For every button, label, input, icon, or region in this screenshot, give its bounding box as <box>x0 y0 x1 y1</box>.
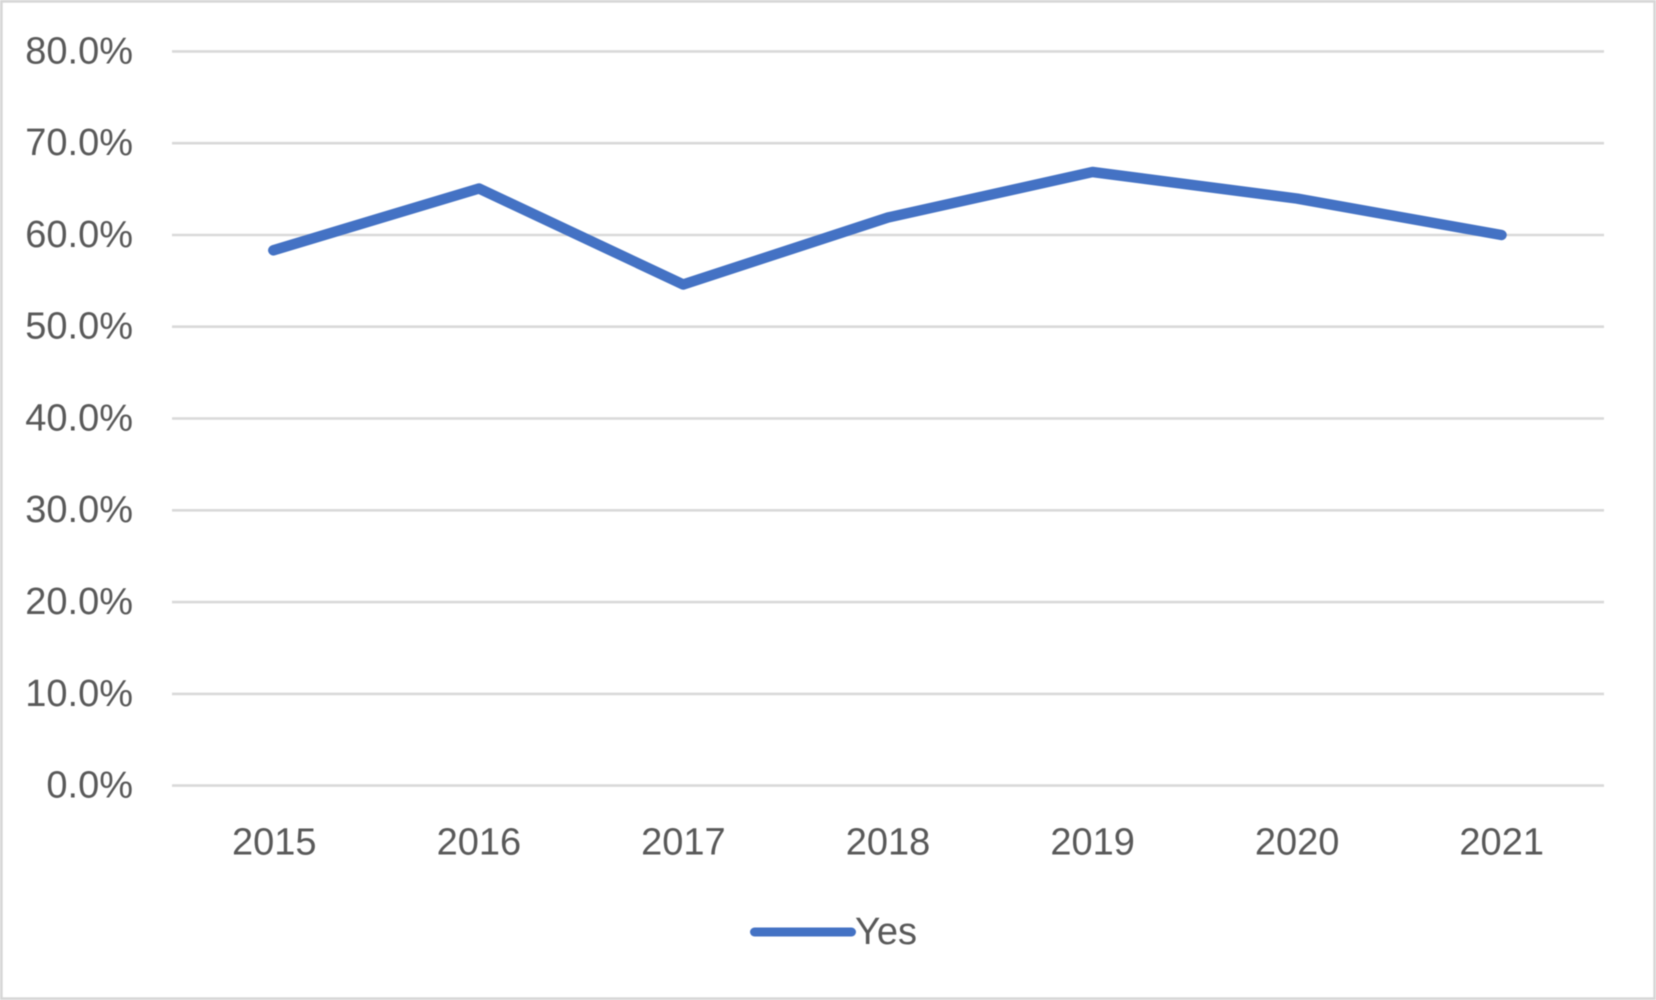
svg-text:20.0%: 20.0% <box>25 581 133 623</box>
svg-text:70.0%: 70.0% <box>25 122 133 164</box>
svg-text:0.0%: 0.0% <box>46 765 133 807</box>
svg-text:2019: 2019 <box>1050 822 1135 864</box>
svg-text:2015: 2015 <box>232 822 317 864</box>
svg-text:2020: 2020 <box>1255 822 1340 864</box>
svg-text:40.0%: 40.0% <box>25 397 133 439</box>
svg-text:60.0%: 60.0% <box>25 214 133 256</box>
svg-text:10.0%: 10.0% <box>25 673 133 715</box>
svg-text:2017: 2017 <box>641 822 726 864</box>
svg-text:80.0%: 80.0% <box>25 30 133 72</box>
svg-text:50.0%: 50.0% <box>25 306 133 348</box>
svg-text:2016: 2016 <box>437 822 522 864</box>
svg-text:30.0%: 30.0% <box>25 489 133 531</box>
svg-text:2021: 2021 <box>1459 822 1544 864</box>
svg-text:2018: 2018 <box>846 822 931 864</box>
svg-text:Yes: Yes <box>855 911 917 953</box>
